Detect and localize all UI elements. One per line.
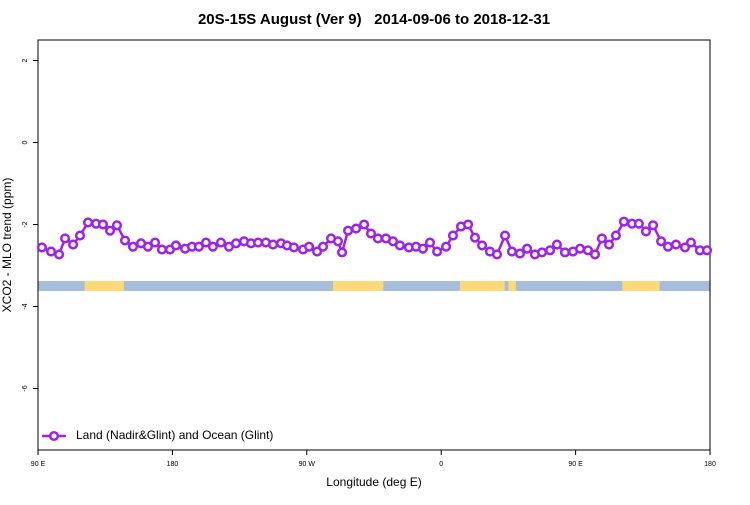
data-point [105, 225, 116, 236]
chart-title: 20S-15S August (Ver 9) 2014-09-06 to 201… [198, 11, 550, 28]
data-point [156, 244, 167, 255]
data-point [60, 233, 71, 244]
data-point [317, 241, 329, 252]
data-point [343, 225, 354, 236]
data-point [387, 236, 399, 247]
land-segment [459, 281, 505, 291]
x-tick-label: 180 [167, 461, 179, 468]
data-point [312, 246, 323, 257]
data-point [36, 242, 47, 253]
data-point [610, 230, 621, 241]
data-point [559, 247, 571, 258]
data-point [506, 246, 517, 257]
data-point [231, 238, 242, 249]
y-tick-label: -4 [22, 303, 29, 309]
data-point [463, 219, 474, 230]
data-point [618, 216, 629, 227]
data-point [253, 237, 264, 248]
land-segment [332, 281, 384, 291]
y-tick-label: 0 [22, 140, 29, 144]
y-tick-label: 2 [22, 58, 29, 62]
data-point [170, 240, 181, 251]
data-point [447, 230, 459, 241]
y-tick-label: -6 [22, 385, 29, 391]
data-point [640, 226, 652, 237]
data-point [522, 243, 533, 254]
data-point [74, 230, 86, 241]
data-point [337, 247, 348, 258]
data-point [365, 228, 377, 239]
data-point [424, 237, 436, 248]
data-point [685, 237, 697, 248]
data-point [551, 239, 562, 250]
data-point [582, 245, 593, 256]
data-point [648, 220, 659, 231]
data-point [477, 240, 488, 251]
data-point [633, 218, 644, 229]
data-point [701, 245, 713, 256]
data-point [679, 242, 691, 253]
data-point [491, 249, 503, 260]
data-point [575, 243, 586, 254]
data-point [303, 241, 315, 252]
data-point [351, 223, 362, 234]
data-point [215, 237, 226, 248]
data-point [596, 233, 607, 244]
data-point [46, 246, 57, 257]
x-tick-label: 90 E [568, 461, 583, 468]
data-point [68, 239, 79, 250]
data-point [359, 219, 370, 230]
data-point [267, 239, 279, 250]
land-segment [622, 281, 660, 291]
y-tick-label: -2 [22, 221, 29, 227]
x-tick-label: 90 E [31, 461, 46, 468]
data-point [536, 247, 548, 258]
data-point [499, 230, 511, 241]
data-point [670, 239, 682, 250]
data-point [119, 235, 131, 246]
x-tick-label: 180 [704, 461, 716, 468]
data-point [662, 241, 674, 252]
data-point [603, 239, 615, 250]
data-point [111, 220, 123, 231]
data-point [288, 242, 299, 253]
x-axis-label: Longitude (deg E) [326, 475, 421, 489]
data-point [54, 249, 65, 260]
legend-marker [48, 430, 60, 442]
data-point [589, 249, 601, 260]
legend-label: Land (Nadir&Glint) and Ocean (Glint) [76, 428, 273, 442]
data-point [193, 241, 204, 252]
data-point [372, 233, 383, 244]
land-segment [508, 281, 516, 291]
data-point [142, 241, 153, 252]
data-point [207, 241, 218, 252]
y-axis-label: XCO2 - MLO trend (ppm) [0, 178, 14, 313]
data-point [656, 236, 667, 247]
data-point [417, 243, 428, 254]
data-point [127, 241, 139, 252]
data-point [514, 248, 526, 259]
x-tick-label: 0 [439, 461, 443, 468]
data-point [149, 237, 161, 248]
data-point [544, 245, 556, 256]
data-point [432, 246, 443, 257]
x-tick-label: 90 W [299, 461, 316, 468]
data-point [469, 232, 481, 243]
land-segment [84, 281, 124, 291]
data-point [82, 217, 94, 228]
data-point [97, 219, 109, 230]
data-point [441, 241, 452, 252]
data-point [200, 237, 212, 248]
data-point [394, 240, 405, 251]
data-point [332, 236, 344, 247]
